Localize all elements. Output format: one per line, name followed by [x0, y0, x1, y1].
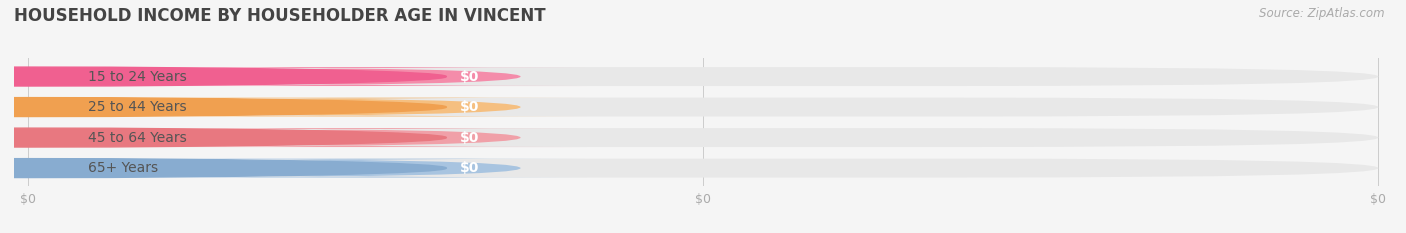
Circle shape — [0, 159, 446, 178]
FancyBboxPatch shape — [0, 98, 446, 116]
FancyBboxPatch shape — [101, 128, 586, 147]
FancyBboxPatch shape — [28, 159, 1378, 178]
Circle shape — [0, 67, 446, 86]
Text: $0: $0 — [460, 130, 479, 145]
Text: $0: $0 — [460, 161, 479, 175]
FancyBboxPatch shape — [28, 98, 1378, 116]
Circle shape — [0, 98, 446, 116]
Text: $0: $0 — [460, 70, 479, 84]
Text: Source: ZipAtlas.com: Source: ZipAtlas.com — [1260, 7, 1385, 20]
FancyBboxPatch shape — [101, 98, 586, 116]
Text: 25 to 44 Years: 25 to 44 Years — [89, 100, 187, 114]
Circle shape — [0, 128, 446, 147]
FancyBboxPatch shape — [0, 67, 446, 86]
Text: 65+ Years: 65+ Years — [89, 161, 159, 175]
Text: HOUSEHOLD INCOME BY HOUSEHOLDER AGE IN VINCENT: HOUSEHOLD INCOME BY HOUSEHOLDER AGE IN V… — [14, 7, 546, 25]
Text: 45 to 64 Years: 45 to 64 Years — [89, 130, 187, 145]
FancyBboxPatch shape — [101, 159, 586, 178]
FancyBboxPatch shape — [101, 67, 586, 86]
FancyBboxPatch shape — [28, 67, 1378, 86]
FancyBboxPatch shape — [0, 159, 446, 178]
Text: $0: $0 — [460, 100, 479, 114]
FancyBboxPatch shape — [0, 128, 446, 147]
Text: 15 to 24 Years: 15 to 24 Years — [89, 70, 187, 84]
FancyBboxPatch shape — [28, 128, 1378, 147]
